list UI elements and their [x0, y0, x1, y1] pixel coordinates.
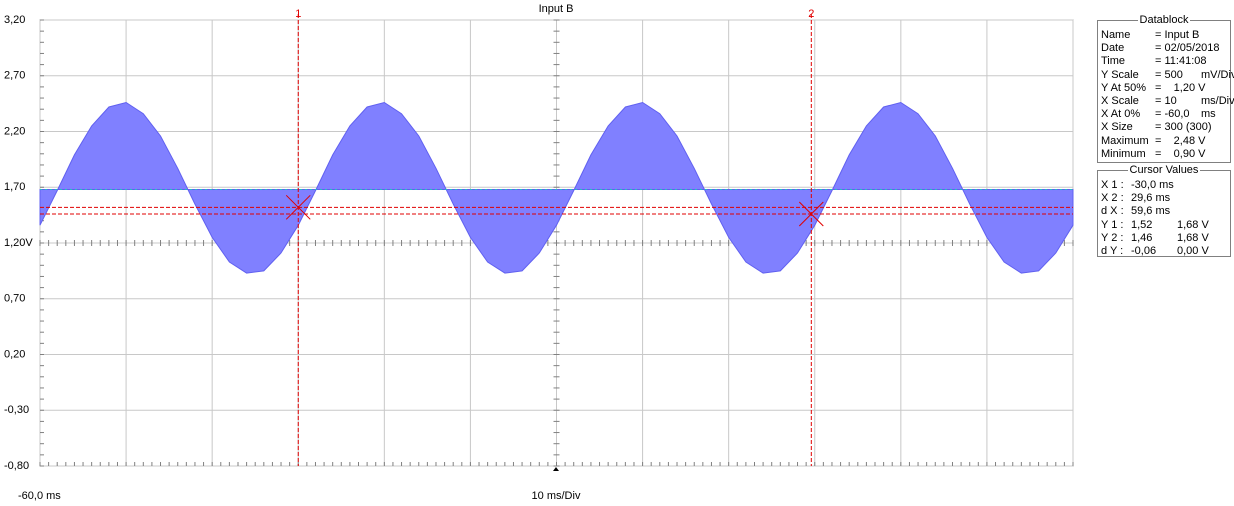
datablock-rows: Name = Input B Date = 02/05/2018 Time = 11:41…	[1101, 29, 1234, 161]
y-tick-label: 1,20V	[4, 237, 33, 249]
chart-title: Input B	[539, 3, 574, 15]
row-value: = 300 (300)	[1155, 121, 1212, 134]
x-axis-label: 10 ms/Div	[532, 490, 581, 502]
row-label: X 2 :	[1101, 192, 1124, 205]
cursor-label: 1	[295, 8, 301, 20]
row-label: Date	[1101, 42, 1125, 55]
row-label: Minimum	[1101, 147, 1146, 160]
row-value: ms/Div	[1201, 95, 1234, 108]
row-label: X Scale	[1101, 95, 1139, 108]
row-value: = 0,90 V	[1155, 147, 1206, 160]
row-label: Y At 50%	[1101, 81, 1147, 94]
row-value: mV/Div	[1201, 68, 1234, 81]
row-value: 59,6 ms	[1131, 205, 1171, 218]
row-value: = 02/05/2018	[1155, 42, 1220, 55]
cursor-rows: X 1 : -30,0 ms X 2 : 29,6 ms d X : 59,6 ms Y 1…	[1101, 179, 1228, 258]
row-label: Y 2 :	[1101, 231, 1124, 244]
row-value: 1,52	[1131, 218, 1153, 231]
y-tick-label: 0,20	[4, 348, 25, 360]
row-value: = Input B	[1155, 29, 1200, 41]
y-tick-label: 1,70	[4, 181, 25, 193]
row-label: Maximum	[1101, 134, 1149, 147]
datablock-panel: Datablock Name = Input B Date = 02/05/2018 T…	[1097, 14, 1234, 163]
row-value: = -60,0	[1155, 108, 1190, 121]
y-tick-label: 2,20	[4, 125, 25, 137]
row-label: d Y :	[1101, 245, 1124, 258]
row-value: 1,46	[1131, 231, 1153, 244]
row-label: Y 1 :	[1101, 218, 1124, 231]
x-start-label: -60,0 ms	[18, 490, 61, 502]
row-value: 1,68 V	[1177, 218, 1209, 231]
row-value: = 10	[1155, 95, 1177, 108]
y-tick-label: 3,20	[4, 14, 25, 26]
panel-title: Datablock	[1137, 14, 1191, 26]
row-label: Y Scale	[1101, 68, 1139, 81]
row-value: = 1,20 V	[1155, 81, 1206, 94]
row-value: = 2,48 V	[1155, 134, 1206, 147]
row-label: X At 0%	[1101, 108, 1141, 121]
trigger-marker	[553, 467, 559, 471]
cursor-cross	[285, 194, 311, 220]
waveform-area	[39, 101, 1074, 274]
row-value: = 500	[1155, 68, 1183, 81]
row-label: Time	[1101, 55, 1126, 68]
cursor-panel: Cursor Values X 1 : -30,0 ms X 2 : 29,6 ms d…	[1097, 164, 1231, 258]
row-value: ms	[1201, 108, 1216, 121]
cursor-cross	[798, 201, 824, 227]
y-tick-label: 2,70	[4, 70, 25, 82]
row-value: -0,06	[1131, 245, 1157, 258]
y-tick-label: 0,70	[4, 293, 25, 305]
row-value: 29,6 ms	[1131, 192, 1171, 205]
chart: Input B -60,0 ms 10 ms/Div -0,80 -0,30 0,2…	[4, 3, 1074, 502]
cursor-label: 2	[808, 8, 814, 20]
panel-title: Cursor Values	[1127, 164, 1201, 176]
row-value: = 11:41:08	[1155, 55, 1207, 68]
y-tick-label: -0,30	[4, 404, 29, 416]
row-value: 0,00 V	[1177, 245, 1209, 258]
y-tick-label: -0,80	[4, 460, 29, 472]
row-value: 1,68 V	[1177, 231, 1209, 244]
row-label: X Size	[1101, 121, 1133, 134]
row-label: X 1 :	[1101, 179, 1124, 191]
row-label: d X :	[1101, 205, 1124, 218]
row-value: -30,0 ms	[1131, 179, 1174, 191]
row-label: Name	[1101, 29, 1131, 41]
